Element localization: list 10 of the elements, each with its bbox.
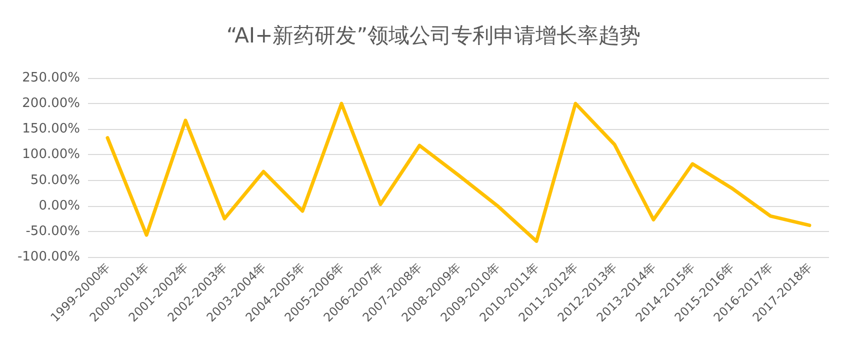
chart-title: “AI+新药研发”领域公司专利申请增长率趋势 (226, 24, 641, 48)
y-tick-label: 0.00% (38, 198, 80, 214)
y-tick-label: 200.00% (22, 96, 80, 112)
y-tick-label: 50.00% (30, 172, 80, 188)
y-tick-label: 100.00% (22, 147, 80, 162)
y-tick-label: 250.00% (22, 70, 80, 86)
y-tick-label: -100.00% (17, 250, 80, 264)
y-tick-label: -50.00% (26, 224, 80, 239)
line-series (106, 102, 812, 243)
y-tick-label: 150.00% (22, 122, 80, 137)
